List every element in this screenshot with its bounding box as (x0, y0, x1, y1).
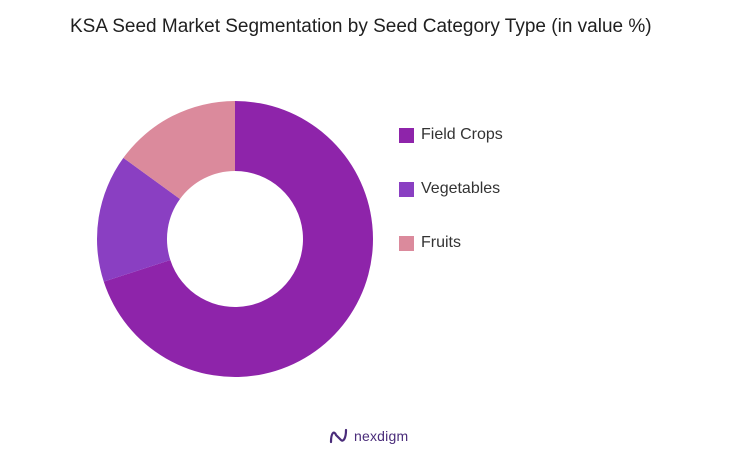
nexdigm-logo-text: nexdigm (354, 428, 409, 444)
donut-slice-fruits[interactable] (123, 101, 235, 200)
chart-title: KSA Seed Market Segmentation by Seed Cat… (70, 16, 652, 37)
legend-label-vegetables: Vegetables (421, 180, 501, 197)
nexdigm-logo: nexdigm (329, 427, 408, 445)
legend-label-field-crops: Field Crops (421, 126, 503, 143)
legend-label-fruits: Fruits (421, 234, 461, 251)
legend-swatch-field-crops (399, 127, 414, 143)
legend-swatch-vegetables (399, 181, 414, 197)
legend-swatch-fruits (399, 235, 414, 251)
nexdigm-logo-icon (329, 428, 348, 444)
legend-item-field-crops[interactable]: Field Crops (399, 124, 503, 146)
donut-slice-field-crops[interactable] (103, 101, 373, 377)
legend-item-fruits[interactable]: Fruits (399, 232, 503, 254)
donut-slice-vegetables[interactable] (96, 157, 180, 282)
chart-legend: Field Crops Vegetables Fruits (399, 124, 503, 286)
donut-slices (96, 101, 373, 377)
legend-item-vegetables[interactable]: Vegetables (399, 178, 503, 200)
